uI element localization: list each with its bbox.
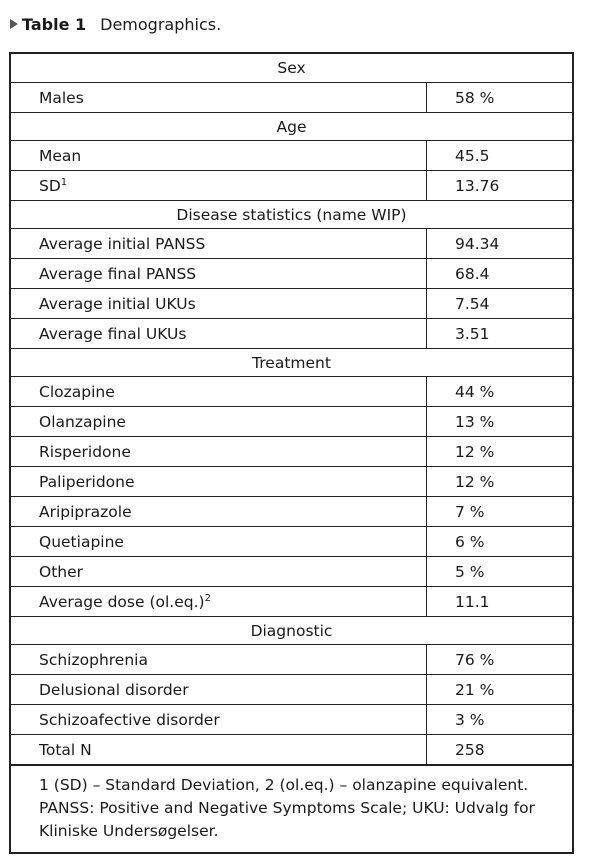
table-row: Paliperidone 12 % [11, 466, 572, 496]
table-row: Delusional disorder 21 % [11, 674, 572, 704]
triangle-bullet-icon [10, 19, 18, 29]
table-row: Clozapine 44 % [11, 376, 572, 406]
row-value: 44 % [426, 377, 572, 406]
row-label: Delusional disorder [39, 680, 189, 699]
row-label: Total N [39, 740, 92, 759]
section-heading-sex: Sex [277, 59, 306, 77]
table-row: Olanzapine 13 % [11, 406, 572, 436]
table-row: Schizoafective disorder 3 % [11, 704, 572, 734]
row-label-text: SD [39, 176, 61, 195]
row-label: Males [39, 88, 84, 107]
row-value: 13 % [426, 407, 572, 436]
table-row: Mean 45.5 [11, 140, 572, 170]
row-label: Schizoafective disorder [39, 710, 220, 729]
table-title: Demographics. [100, 14, 222, 34]
row-label: Quetiapine [39, 532, 124, 551]
footnote-marker: 1 [60, 176, 68, 188]
table-row: Schizophrenia 76 % [11, 644, 572, 674]
row-value: 21 % [426, 675, 572, 704]
table-row: Other 5 % [11, 556, 572, 586]
row-label: Average dose (ol.eq.)2 [11, 593, 426, 611]
table-row: Average dose (ol.eq.)2 11.1 [11, 586, 572, 616]
table-label: Table 1 [22, 14, 87, 34]
row-value: 5 % [426, 557, 572, 586]
row-value: 3.51 [426, 319, 572, 348]
row-value: 3 % [426, 705, 572, 734]
row-label: Other [39, 562, 84, 581]
row-label: Clozapine [39, 382, 115, 401]
row-label: Average final UKUs [39, 324, 187, 343]
row-label-text: Average dose (ol.eq.) [39, 592, 205, 611]
table-row: Average final UKUs 3.51 [11, 318, 572, 348]
row-label: Paliperidone [39, 472, 135, 491]
row-label: Average initial PANSS [39, 234, 206, 253]
table-row: Males 58 % [11, 82, 572, 112]
row-label: Average initial UKUs [39, 294, 196, 313]
row-value: 11.1 [426, 587, 572, 616]
table-row: Average final PANSS 68.4 [11, 258, 572, 288]
table-row: Quetiapine 6 % [11, 526, 572, 556]
row-value: 68.4 [426, 259, 572, 288]
row-label: Risperidone [39, 442, 131, 461]
section-heading-treatment: Treatment [11, 348, 572, 376]
table-row: Risperidone 12 % [11, 436, 572, 466]
row-label: Aripiprazole [39, 502, 132, 521]
table-row: SD1 13.76 [11, 170, 572, 200]
row-value: 13.76 [426, 171, 572, 200]
row-label: SD1 [11, 177, 426, 195]
row-label: Olanzapine [39, 412, 126, 431]
section-heading-diagnostic: Diagnostic [11, 616, 572, 644]
row-value: 12 % [426, 437, 572, 466]
row-label: Schizophrenia [39, 650, 148, 669]
row-value: 7 % [426, 497, 572, 526]
row-value: 7.54 [426, 289, 572, 318]
section-heading-age: Age [11, 112, 572, 140]
table-row: Aripiprazole 7 % [11, 496, 572, 526]
footnote-marker: 2 [204, 592, 211, 604]
table-row: Average initial UKUs 7.54 [11, 288, 572, 318]
table-row: Average initial PANSS 94.34 [11, 228, 572, 258]
row-value: 45.5 [426, 141, 572, 170]
table-row: Total N 258 [11, 734, 572, 764]
demographics-table: Sex Males 58 % Age Mean 45.5 SD1 13.76 D… [9, 52, 574, 854]
row-value: 94.34 [426, 229, 572, 258]
table-caption: Table 1 Demographics. [10, 13, 221, 35]
row-label: Average final PANSS [39, 264, 197, 283]
section-heading-disease-statistics: Disease statistics (name WIP) [11, 200, 572, 228]
row-value: 12 % [426, 467, 572, 496]
row-value: 6 % [426, 527, 572, 556]
row-label: Mean [39, 146, 82, 165]
row-value: 58 % [426, 83, 572, 112]
row-value: 258 [426, 735, 572, 764]
row-value: 76 % [426, 645, 572, 674]
table-footnote: 1 (SD) – Standard Deviation, 2 (ol.eq.) … [11, 764, 572, 852]
